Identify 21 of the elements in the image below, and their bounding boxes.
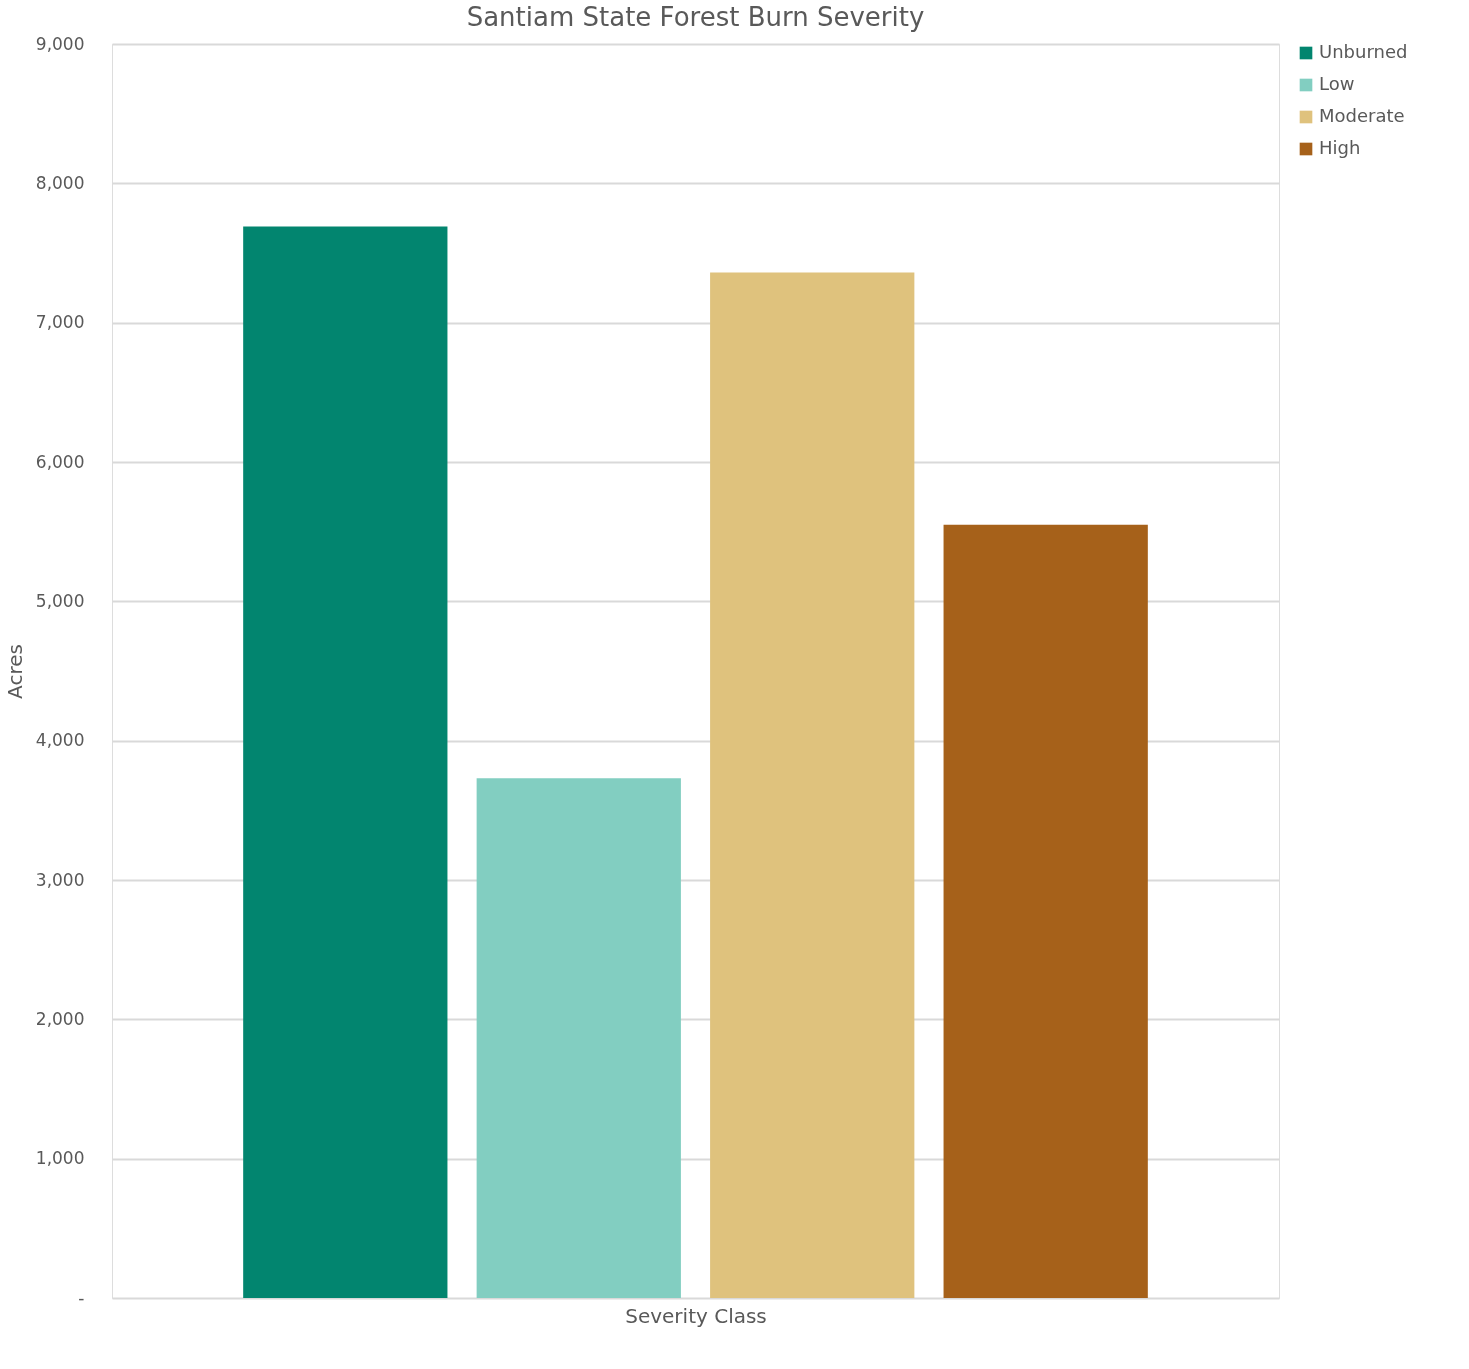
- chart-title: Santiam State Forest Burn Severity: [466, 2, 925, 32]
- y-tick-label: 9,000: [35, 33, 85, 54]
- legend-label: Unburned: [1319, 41, 1408, 62]
- y-tick-label: 2,000: [35, 1008, 85, 1029]
- y-tick-label: 5,000: [35, 590, 85, 611]
- y-tick-label: 7,000: [35, 312, 85, 333]
- x-axis-title: Severity Class: [625, 1303, 767, 1328]
- y-tick-label: 3,000: [35, 869, 85, 890]
- bar: [243, 226, 448, 1298]
- y-axis-title: Acres: [2, 644, 27, 699]
- y-tick-label: -: [78, 1287, 85, 1308]
- y-tick-label: 8,000: [35, 172, 85, 193]
- legend-label: Low: [1319, 73, 1355, 94]
- bar: [710, 272, 915, 1298]
- y-tick-label: 1,000: [35, 1148, 85, 1169]
- y-tick-label: 6,000: [35, 451, 85, 472]
- y-tick-label: 4,000: [35, 730, 85, 751]
- bar: [943, 524, 1148, 1298]
- legend-label: Moderate: [1319, 105, 1405, 126]
- legend-label: High: [1319, 137, 1361, 158]
- bar: [476, 778, 681, 1298]
